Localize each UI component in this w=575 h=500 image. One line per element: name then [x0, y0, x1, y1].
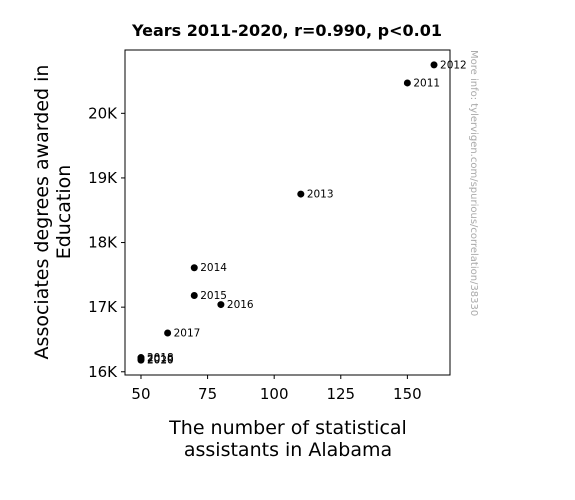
- y-tick-label: 20K: [88, 104, 118, 122]
- data-point-2013: [297, 190, 305, 198]
- chart-title: Years 2011-2020, r=0.990, p<0.01: [131, 21, 442, 40]
- data-point-2011: [403, 79, 411, 87]
- x-axis: 50 75 100 125 150: [131, 375, 422, 403]
- data-point-2020: [137, 356, 145, 364]
- data-point-2015: [190, 292, 198, 300]
- y-tick-label: 19K: [88, 169, 118, 187]
- x-tick-label: 150: [393, 385, 422, 403]
- y-axis-label-line-2: Education: [53, 165, 75, 260]
- x-tick-label: 125: [326, 385, 355, 403]
- plot-area-frame: [124, 49, 451, 376]
- x-axis-label-line-2: assistants in Alabama: [184, 439, 392, 461]
- data-point-label-2015: 2015: [200, 290, 227, 302]
- x-tick-label: 75: [198, 385, 217, 403]
- data-point-2016: [217, 301, 225, 309]
- data-point-label-2011: 2011: [413, 77, 440, 89]
- x-tick-label: 50: [131, 385, 150, 403]
- data-point-label-2019: 2019: [147, 353, 174, 365]
- data-point-label-2016: 2016: [227, 299, 254, 311]
- x-axis-label-line-1: The number of statistical: [168, 417, 407, 439]
- data-point-label-2017: 2017: [174, 328, 201, 340]
- x-tick-label: 100: [260, 385, 289, 403]
- y-axis: 16K 17K 18K 19K 20K: [88, 104, 125, 381]
- y-axis-label-line-1: Associates degrees awarded in: [31, 65, 53, 360]
- data-point-label-2012: 2012: [440, 59, 467, 71]
- data-point-2014: [190, 264, 198, 272]
- y-tick-label: 17K: [88, 298, 118, 316]
- data-point-label-2013: 2013: [307, 189, 334, 201]
- data-point-2012: [430, 61, 438, 69]
- y-tick-label: 18K: [88, 234, 118, 252]
- y-tick-label: 16K: [88, 363, 118, 381]
- watermark-text: More info: tylervigen.com/spurious/corre…: [468, 50, 479, 316]
- data-point-label-2018: 2018: [147, 352, 174, 364]
- data-point-label-2014: 2014: [200, 262, 227, 274]
- data-point-2017: [164, 329, 172, 337]
- data-point-label-2020: 2020: [147, 355, 174, 367]
